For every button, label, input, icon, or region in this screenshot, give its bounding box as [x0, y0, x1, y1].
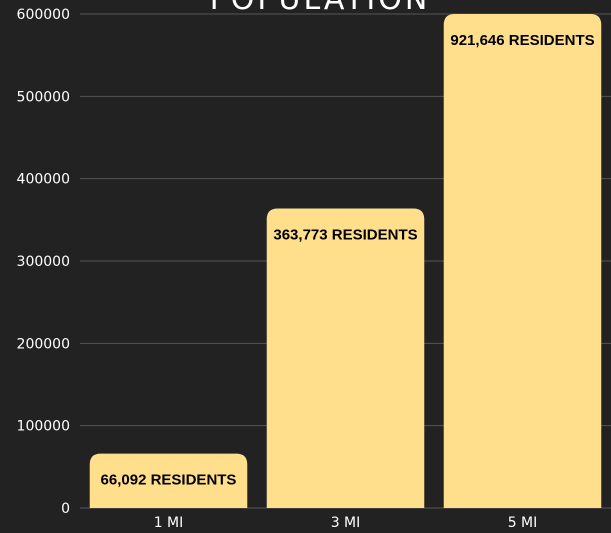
bar-5-mi — [443, 14, 602, 508]
x-category-label: 1 MI — [154, 515, 184, 531]
y-axis-ticks: 0 100000 200000 300000 400000 500000 600000 — [17, 7, 70, 517]
bar-1-mi — [89, 453, 248, 508]
y-tick-label: 600000 — [17, 7, 70, 23]
bar-data-label: 921,646 RESIDENTS — [450, 32, 594, 49]
x-category-label: 5 MI — [508, 515, 538, 531]
y-tick-label: 100000 — [17, 419, 70, 435]
y-tick-label: 200000 — [17, 336, 70, 352]
y-tick-label: 0 — [61, 501, 70, 517]
x-category-label: 3 MI — [331, 515, 361, 531]
y-tick-label: 400000 — [17, 172, 70, 188]
x-axis-labels: 1 MI 3 MI 5 MI — [154, 515, 538, 531]
bar-data-labels: 66,092 RESIDENTS 363,773 RESIDENTS 921,646… — [101, 32, 595, 489]
y-tick-label: 500000 — [17, 89, 70, 105]
bar-3-mi — [266, 208, 425, 508]
bar-data-label: 66,092 RESIDENTS — [101, 472, 237, 489]
chart-title: POPULATION — [210, 0, 431, 17]
bar-data-label: 363,773 RESIDENTS — [273, 226, 417, 243]
bars — [89, 14, 602, 508]
y-tick-label: 300000 — [17, 254, 70, 270]
